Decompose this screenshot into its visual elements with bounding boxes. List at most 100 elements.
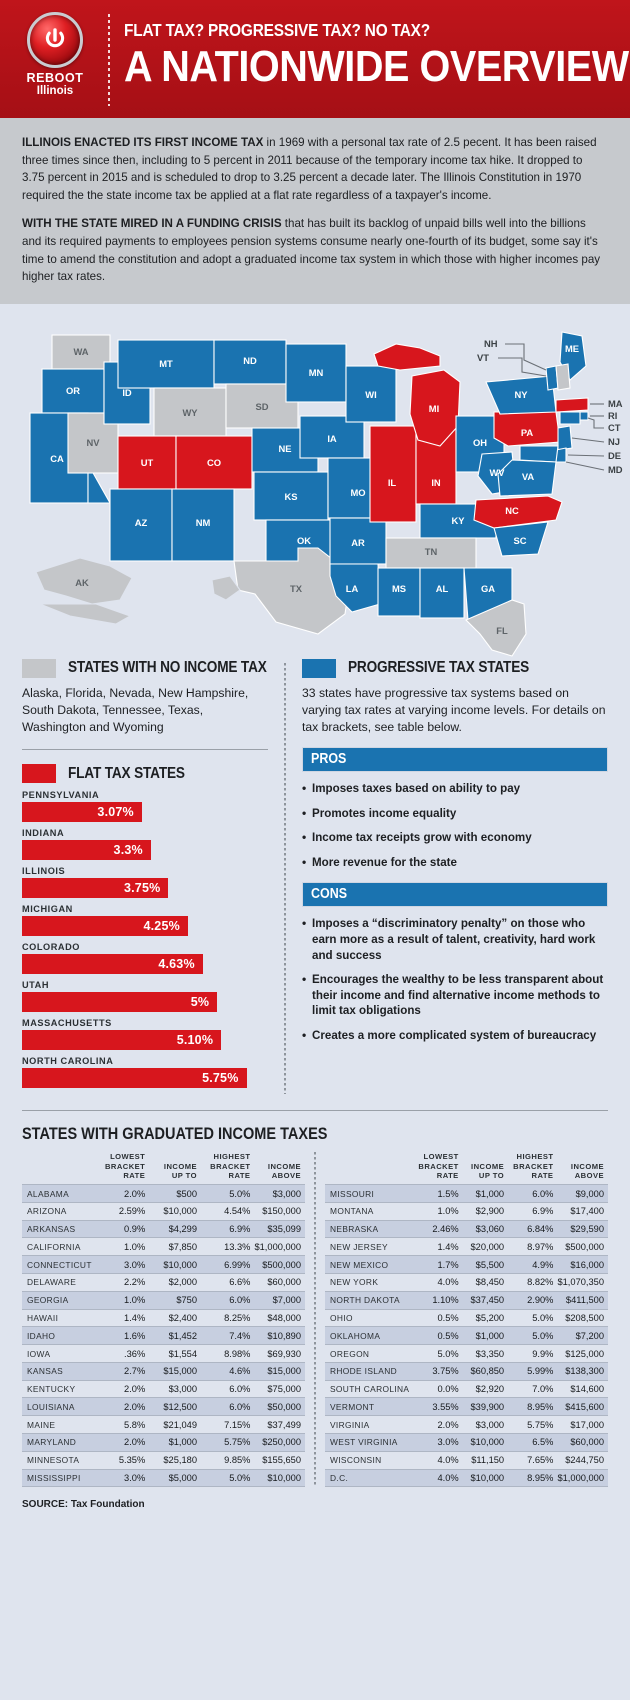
table-row: OHIO 0.5% $5,200 5.0% $208,500 <box>325 1308 608 1327</box>
flat-tax-bar-item: ILLINOIS 3.75% <box>22 866 268 899</box>
table-cell-value: 1.0% <box>95 1290 150 1310</box>
table-cell-value: 2.46% <box>413 1219 463 1238</box>
table-right-head: LOWEST BRACKET RATE INCOME UP TO HIGHEST BRACK… <box>325 1152 608 1184</box>
table-row: DELAWARE 2.2% $2,000 6.6% $60,000 <box>22 1273 305 1292</box>
table-row: HAWAII 1.4% $2,400 8.25% $48,000 <box>22 1308 305 1327</box>
table-cell-value: $10,000 <box>149 1255 201 1274</box>
state-NH <box>555 363 571 391</box>
svg-text:WV: WV <box>489 467 505 478</box>
intro-paragraph-2: WITH THE STATE MIRED IN A FUNDING CRISIS… <box>22 215 608 285</box>
table-row: SOUTH CAROLINA 0.0% $2,920 7.0% $14,600 <box>325 1379 608 1398</box>
svg-text:WI: WI <box>365 389 376 400</box>
table-cell-value: 1.0% <box>95 1237 150 1256</box>
table-cell-value: $15,000 <box>149 1361 201 1381</box>
table-cell-state: NEW MEXICO <box>325 1255 414 1274</box>
state-HI <box>211 575 241 601</box>
tax-table-left: LOWEST BRACKET RATE INCOME UP TO HIGHEST BRACK… <box>22 1152 305 1488</box>
table-row: WEST VIRGINIA 3.0% $10,000 6.5% $60,000 <box>325 1433 608 1452</box>
state-CT <box>559 411 581 425</box>
table-row: NEW MEXICO 1.7% $5,500 4.9% $16,000 <box>325 1255 608 1274</box>
table-cell-value: $138,300 <box>557 1361 608 1381</box>
table-row: GEORGIA 1.0% $750 6.0% $7,000 <box>22 1290 305 1310</box>
svg-text:DE: DE <box>608 450 621 461</box>
state-SC <box>493 521 549 557</box>
table-cell-state: NEBRASKA <box>325 1219 414 1238</box>
state-MD <box>519 445 559 463</box>
table-row: VIRGINIA 2.0% $3,000 5.75% $17,000 <box>325 1415 608 1434</box>
table-cell-value: 1.5% <box>413 1184 463 1203</box>
legend-swatch-blue <box>302 658 336 678</box>
table-cell-value: $415,600 <box>557 1397 608 1416</box>
svg-text:NH: NH <box>484 338 498 349</box>
table-cell-value: 5.0% <box>413 1344 463 1363</box>
table-cell-value: $3,000 <box>254 1184 305 1203</box>
table-row: MARYLAND 2.0% $1,000 5.75% $250,000 <box>22 1433 305 1452</box>
svg-text:MD: MD <box>608 464 623 475</box>
table-cell-value: 0.5% <box>413 1326 463 1345</box>
svg-text:MA: MA <box>608 398 623 409</box>
table-cell-value: 4.9% <box>508 1255 558 1274</box>
table-cell-state: MINNESOTA <box>22 1450 96 1470</box>
power-icon <box>27 12 83 68</box>
table-row: MONTANA 1.0% $2,900 6.9% $17,400 <box>325 1201 608 1221</box>
cons-heading-text: CONS <box>311 886 348 903</box>
table-cell-value: 3.0% <box>95 1468 150 1488</box>
table-cell-value: $10,000 <box>462 1433 509 1452</box>
table-cell-value: $16,000 <box>557 1255 608 1274</box>
state-NJ <box>557 425 573 451</box>
table-cell-value: 7.65% <box>508 1450 558 1470</box>
table-cell-state: OKLAHOMA <box>325 1326 414 1345</box>
svg-text:TN: TN <box>425 546 438 557</box>
state-NC <box>473 495 563 529</box>
left-divider <box>22 749 268 751</box>
state-WI <box>345 365 397 423</box>
page-title: A NATIONWIDE OVERVIEW <box>124 42 629 91</box>
table-cell-value: 0.9% <box>95 1219 150 1238</box>
svg-text:MT: MT <box>159 358 173 369</box>
table-row: NEW JERSEY 1.4% $20,000 8.97% $500,000 <box>325 1237 608 1256</box>
svg-text:SC: SC <box>513 535 526 546</box>
svg-text:CA: CA <box>50 453 64 464</box>
flat-tax-bar-item: MICHIGAN 4.25% <box>22 904 268 937</box>
flat-tax-bar-chart: PENNSYLVANIA 3.07% INDIANA 3.3% ILLINOIS 3.75… <box>22 790 268 1089</box>
flat-tax-bar-item: COLORADO 4.63% <box>22 942 268 975</box>
state-AZ <box>109 488 173 562</box>
table-cell-value: $1,000 <box>462 1326 509 1345</box>
table-cell-value: 3.0% <box>95 1255 150 1274</box>
table-cell-value: $3,060 <box>462 1219 509 1238</box>
svg-text:PA: PA <box>521 427 534 438</box>
svg-text:OK: OK <box>297 535 311 546</box>
table-cell-value: 1.4% <box>95 1308 150 1327</box>
map-callout-lines <box>498 343 605 471</box>
table-cell-value: $3,000 <box>462 1415 509 1434</box>
intro-lede-1: ILLINOIS ENACTED ITS FIRST INCOME TAX <box>22 136 264 149</box>
state-NM <box>171 488 235 562</box>
table-cell-state: KANSAS <box>22 1361 96 1381</box>
table-row: ALABAMA 2.0% $500 5.0% $3,000 <box>22 1184 305 1203</box>
table-column-header: INCOME ABOVE <box>267 1161 301 1180</box>
table-cell-value: 6.0% <box>201 1379 255 1398</box>
table-cell-value: 8.25% <box>201 1308 255 1327</box>
table-cell-value: $3,000 <box>149 1379 201 1398</box>
flat-tax-bar-value: 4.63% <box>158 957 195 972</box>
table-cell-value: 6.9% <box>508 1201 558 1221</box>
table-cell-state: WISCONSIN <box>325 1450 414 1470</box>
flat-tax-bar: 3.07% <box>22 802 142 823</box>
table-cell-value: $9,000 <box>557 1184 608 1203</box>
table-cell-value: 5.99% <box>508 1361 558 1381</box>
table-cell-value: 2.0% <box>95 1184 150 1203</box>
table-cell-value: $1,000,000 <box>254 1237 305 1256</box>
table-cell-value: $1,452 <box>149 1326 201 1345</box>
table-cell-value: 2.2% <box>95 1273 150 1292</box>
svg-text:IN: IN <box>431 477 441 488</box>
flat-tax-bar-label: NORTH CAROLINA <box>22 1056 114 1067</box>
legend-flat-tax: FLAT TAX STATES <box>22 764 268 784</box>
us-map-svg: WA OR ID MT ND MN WI MI NY ME WY SD NV C… <box>29 331 623 657</box>
table-cell-value: $17,400 <box>557 1201 608 1221</box>
header-kicker: FLAT TAX? PROGRESSIVE TAX? NO TAX? <box>124 20 431 40</box>
table-cell-value: $10,890 <box>254 1326 305 1345</box>
table-cell-value: 0.0% <box>413 1379 463 1398</box>
table-cell-state: HAWAII <box>22 1308 96 1327</box>
reboot-illinois-logo: REBOOT Illinois <box>14 12 96 98</box>
table-cell-value: 0.5% <box>413 1308 463 1327</box>
